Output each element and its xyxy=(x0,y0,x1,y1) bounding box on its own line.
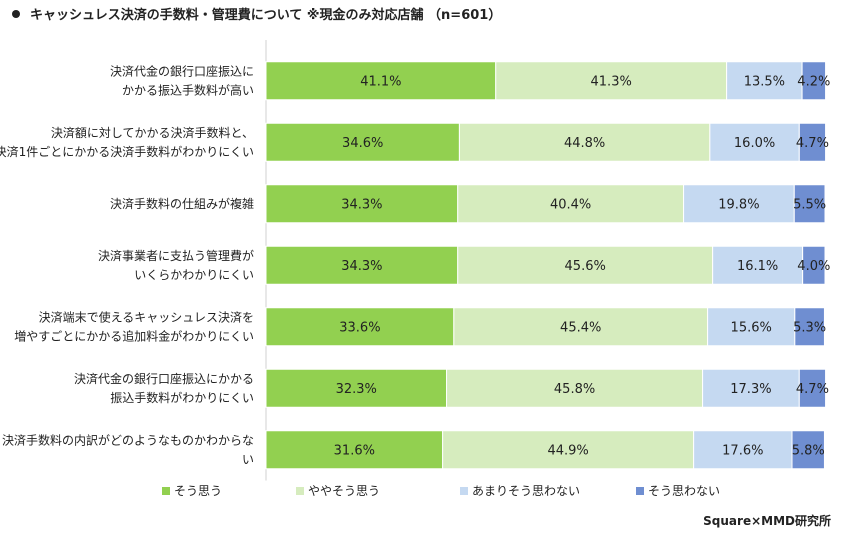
bar-segment xyxy=(265,430,444,470)
bar-segment xyxy=(712,245,804,285)
data-label: 4.2% xyxy=(797,74,830,89)
bar-segment xyxy=(794,307,825,347)
category-label: 決済1件ごとにかかる決済手数料がわかりにくい xyxy=(0,144,254,159)
bar-segment xyxy=(265,61,497,101)
bar-segment xyxy=(798,368,827,408)
category-label: 決済代金の銀行口座振込に xyxy=(110,63,254,78)
category-label: 決済手数料の仕組みが複雑 xyxy=(110,196,254,211)
data-label: 15.6% xyxy=(731,320,772,335)
bar-segment xyxy=(791,430,825,470)
source-credit: Square×MMD研究所 xyxy=(703,514,831,528)
legend-label: ややそう思う xyxy=(308,484,380,498)
data-label: 40.4% xyxy=(550,197,591,212)
data-label: 16.1% xyxy=(737,259,778,274)
data-label: 32.3% xyxy=(336,382,377,397)
category-label: 増やすごとにかかる追加料金がわかりにくい xyxy=(14,328,254,343)
category-label: 決済代金の銀行口座振込にかかる xyxy=(74,371,254,386)
data-label: 19.8% xyxy=(718,197,759,212)
bar-segment xyxy=(793,184,826,224)
data-label: 17.3% xyxy=(730,382,771,397)
bar-segment xyxy=(495,61,728,101)
data-label: 45.6% xyxy=(565,259,606,274)
data-label: 4.7% xyxy=(796,136,829,151)
bar-segment xyxy=(265,122,460,162)
data-label: 45.8% xyxy=(554,382,595,397)
data-label: 5.8% xyxy=(792,443,825,458)
data-label: 34.3% xyxy=(341,259,382,274)
data-label: 31.6% xyxy=(334,443,375,458)
legend-swatch xyxy=(162,487,170,495)
category-label: い xyxy=(242,452,254,466)
legend-label: あまりそう思わない xyxy=(472,484,580,498)
data-label: 34.3% xyxy=(341,197,382,212)
bar-segment xyxy=(453,307,709,347)
bar-segment xyxy=(442,430,695,470)
bar-segment xyxy=(457,245,714,285)
legend-swatch xyxy=(636,487,644,495)
category-label: かかる振込手数料が高い xyxy=(122,82,254,97)
category-label: 決済額に対してかかる決済手数料と、 xyxy=(51,125,254,140)
category-label: 決済端末で使えるキャッシュレス決済を xyxy=(39,309,254,324)
bar-segment xyxy=(707,307,796,347)
legend-label: そう思わない xyxy=(648,484,720,498)
bar-segment xyxy=(265,368,448,408)
data-label: 4.7% xyxy=(796,382,829,397)
data-label: 44.8% xyxy=(564,136,605,151)
bar-segment xyxy=(265,307,455,347)
data-label: 13.5% xyxy=(744,74,785,89)
data-label: 5.3% xyxy=(793,320,826,335)
bar-segment xyxy=(709,122,800,162)
data-label: 33.6% xyxy=(339,320,380,335)
bar-segment xyxy=(265,245,459,285)
category-label: 決済事業者に支払う管理費が xyxy=(98,248,254,263)
bullet-icon xyxy=(12,9,20,18)
legend-swatch xyxy=(460,487,468,495)
chart-title-text: キャッシュレス決済の手数料・管理費について ※現金のみ対応店舗 （n=601） xyxy=(30,8,502,23)
category-label: 決済手数料の内訳がどのようなものかわからな xyxy=(2,432,254,447)
legend-swatch xyxy=(296,487,304,495)
data-label: 44.9% xyxy=(547,443,588,458)
data-label: 41.1% xyxy=(360,74,401,89)
data-label: 34.6% xyxy=(342,136,383,151)
bar-segment xyxy=(458,122,711,162)
data-label: 17.6% xyxy=(722,443,763,458)
bar-segment xyxy=(457,184,685,224)
category-label: 振込手数料がわかりにくい xyxy=(110,390,254,405)
bar-segment xyxy=(802,245,826,285)
data-label: 41.3% xyxy=(591,74,632,89)
bar-segment xyxy=(693,430,793,470)
data-label: 45.4% xyxy=(560,320,601,335)
bar-segment xyxy=(265,184,459,224)
bar-segment xyxy=(702,368,800,408)
bar-segment xyxy=(683,184,795,224)
bar-segment xyxy=(726,61,803,101)
data-label: 16.0% xyxy=(734,136,775,151)
bar-segment xyxy=(798,122,827,162)
category-label: いくらかわかりにくい xyxy=(134,268,254,282)
data-label: 5.5% xyxy=(793,197,826,212)
legend-label: そう思う xyxy=(174,484,222,498)
chart-title: キャッシュレス決済の手数料・管理費について ※現金のみ対応店舗 （n=601） xyxy=(12,4,501,23)
bar-segment xyxy=(801,61,827,101)
data-label: 4.0% xyxy=(797,259,830,274)
